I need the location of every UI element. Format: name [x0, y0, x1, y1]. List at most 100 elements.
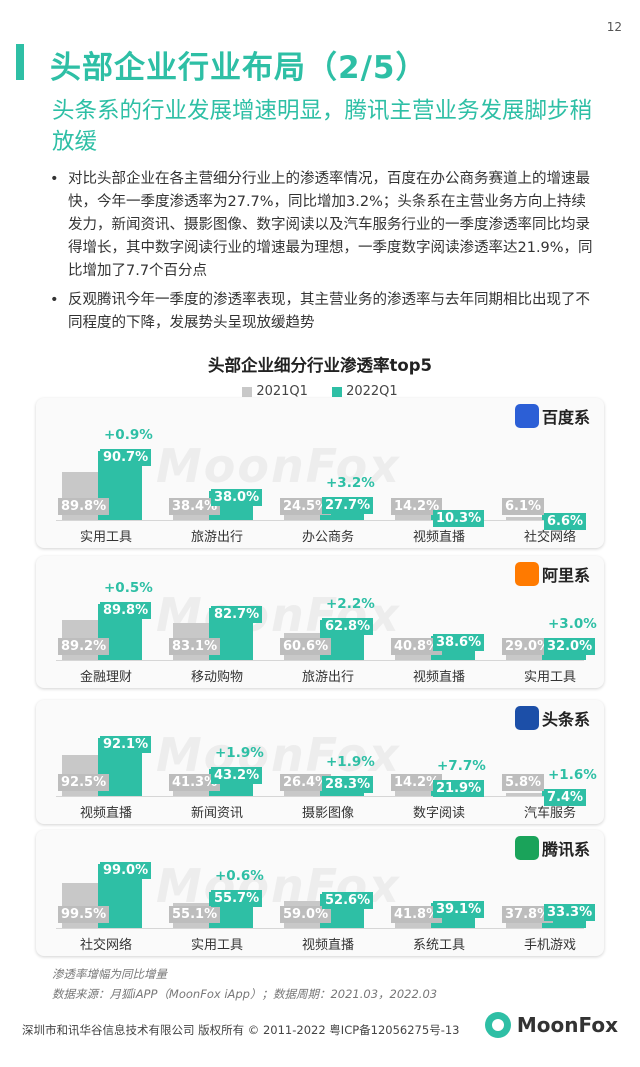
category-label: 旅游出行	[190, 530, 243, 545]
value-label-2022q1: 52.6%	[322, 892, 374, 910]
category-label: 实用工具	[190, 938, 243, 953]
value-label-2022q1: 55.7%	[211, 890, 263, 908]
value-label-2022q1: 43.2%	[211, 766, 263, 784]
note-growth: 渗透率增幅为同比增量	[52, 967, 167, 981]
brand-label: 头条系	[514, 706, 590, 730]
chart-panel-1: MoonFox 百度系 89.8% 90.7% +0.9% 实用工具 38.4% 38.0% 旅…	[36, 398, 604, 548]
legend-item-2022q1: 2022Q1	[332, 384, 398, 399]
page-title: 头部企业行业布局（2/5）	[50, 50, 428, 86]
bar-2021q1	[506, 793, 550, 796]
growth-delta: +3.2%	[326, 474, 375, 491]
value-label-2022q1: 90.7%	[100, 448, 152, 466]
value-label-2021q1: 92.5%	[58, 774, 110, 791]
growth-delta: +1.6%	[548, 767, 597, 784]
brand-label: 百度系	[514, 404, 590, 428]
value-label-2021q1: 99.5%	[58, 906, 110, 923]
value-label-2022q1: 21.9%	[433, 780, 485, 798]
brand-label: 阿里系	[514, 562, 590, 586]
value-label-2021q1: 89.2%	[58, 638, 110, 655]
brand-logo-icon	[514, 836, 539, 860]
legend-label-2022q1: 2022Q1	[346, 384, 398, 399]
value-label-2021q1: 60.6%	[280, 638, 332, 655]
category-label: 社交网络	[523, 530, 576, 545]
brand-name: 腾讯系	[541, 840, 590, 859]
moonfox-logo-icon	[484, 1012, 511, 1038]
note-source: 数据来源：月狐iAPP（MoonFox iApp）；数据周期：2021.03，2…	[52, 987, 438, 1001]
legend-label-2021q1: 2021Q1	[256, 384, 308, 399]
value-label-2022q1: 32.0%	[544, 637, 596, 655]
category-label: 视频直播	[412, 530, 465, 545]
bullet-item-2: 反观腾讯今年一季度的渗透率表现，其主营业务的渗透率与去年同期相比出现了不同程度的…	[50, 289, 598, 335]
value-label-2021q1: 14.2%	[391, 774, 443, 791]
category-label: 数字阅读	[412, 806, 465, 821]
growth-delta: +0.5%	[104, 579, 153, 596]
category-label: 新闻资讯	[190, 806, 243, 821]
value-label-2022q1: 10.3%	[433, 510, 485, 528]
value-label-2021q1: 40.8%	[391, 638, 443, 655]
growth-delta: +1.9%	[215, 744, 264, 761]
growth-delta: +7.7%	[437, 758, 486, 775]
category-label: 移动购物	[190, 670, 243, 685]
value-label-2022q1: 28.3%	[322, 776, 374, 794]
brand-name: 百度系	[541, 408, 590, 427]
value-label-2021q1: 37.8%	[502, 906, 554, 923]
category-label: 摄影图像	[301, 806, 354, 821]
brand-name: 头条系	[541, 710, 590, 729]
value-label-2021q1: 29.0%	[502, 638, 554, 655]
category-label: 实用工具	[523, 670, 576, 685]
title-accent-bar	[16, 44, 24, 80]
moonfox-logo-text: MoonFox	[516, 1013, 618, 1037]
value-label-2021q1: 41.8%	[391, 906, 443, 923]
value-label-2022q1: 38.0%	[211, 488, 263, 506]
chart-baseline	[56, 520, 584, 521]
value-label-2021q1: 26.4%	[280, 774, 332, 791]
value-label-2022q1: 89.8%	[100, 601, 152, 619]
growth-delta: +3.0%	[548, 615, 597, 632]
value-label-2021q1: 41.3%	[169, 774, 221, 791]
value-label-2022q1: 39.1%	[433, 900, 485, 918]
chart-baseline	[56, 928, 584, 929]
value-label-2022q1: 27.7%	[322, 496, 374, 514]
category-label: 旅游出行	[301, 670, 354, 685]
value-label-2022q1: 92.1%	[100, 736, 152, 754]
brand-logo-icon	[514, 404, 539, 428]
footer-copyright: 深圳市和讯华谷信息技术有限公司 版权所有 © 2011-2022 粤ICP备12…	[22, 1023, 460, 1037]
bullet-item-1: 对比头部企业在各主营细分行业上的渗透率情况，百度在办公商务赛道上的增速最快，今年…	[50, 168, 598, 283]
value-label-2021q1: 24.5%	[280, 498, 332, 515]
category-label: 视频直播	[301, 938, 354, 953]
page-subtitle: 头条系的行业发展增速明显，腾讯主营业务发展脚步稍放缓	[52, 98, 593, 155]
bullet-list: 对比头部企业在各主营细分行业上的渗透率情况，百度在办公商务赛道上的增速最快，今年…	[50, 168, 598, 341]
category-label: 社交网络	[79, 938, 132, 953]
value-label-2021q1: 89.8%	[58, 498, 110, 515]
watermark-text: MoonFox	[156, 439, 401, 493]
legend-swatch-teal	[332, 386, 343, 397]
chart-panel-3: MoonFox 头条系 92.5% 92.1% 视频直播 41.3% 43.2% +1.9% 新…	[36, 700, 604, 824]
value-label-2022q1: 6.6%	[544, 512, 587, 530]
category-label: 实用工具	[79, 530, 132, 545]
chart-baseline	[56, 660, 584, 661]
category-label: 系统工具	[412, 938, 465, 953]
moonfox-logo: MoonFox	[484, 1012, 618, 1038]
category-label: 办公商务	[301, 530, 354, 545]
category-label: 手机游戏	[523, 938, 576, 953]
watermark-text: MoonFox	[156, 728, 401, 782]
value-label-2021q1: 38.4%	[169, 498, 221, 515]
growth-delta: +1.9%	[326, 754, 375, 771]
value-label-2021q1: 6.1%	[502, 498, 545, 515]
brand-logo-icon	[514, 562, 539, 586]
chart-panel-4: MoonFox 腾讯系 99.5% 99.0% 社交网络 55.1% 55.7% +0.6% 实…	[36, 830, 604, 956]
value-label-2022q1: 38.6%	[433, 633, 485, 651]
brand-label: 腾讯系	[514, 836, 590, 860]
value-label-2021q1: 83.1%	[169, 638, 221, 655]
value-label-2021q1: 14.2%	[391, 498, 443, 515]
value-label-2022q1: 33.3%	[544, 904, 596, 922]
legend-swatch-gray	[242, 386, 253, 397]
growth-delta: +2.2%	[326, 596, 375, 613]
bar-2021q1	[395, 512, 439, 520]
value-label-2021q1: 5.8%	[502, 774, 545, 791]
chart-baseline	[56, 796, 584, 797]
bar-2021q1	[506, 516, 550, 520]
page-number: 12	[606, 20, 622, 34]
value-label-2021q1: 59.0%	[280, 906, 332, 923]
value-label-2022q1: 99.0%	[100, 862, 152, 880]
